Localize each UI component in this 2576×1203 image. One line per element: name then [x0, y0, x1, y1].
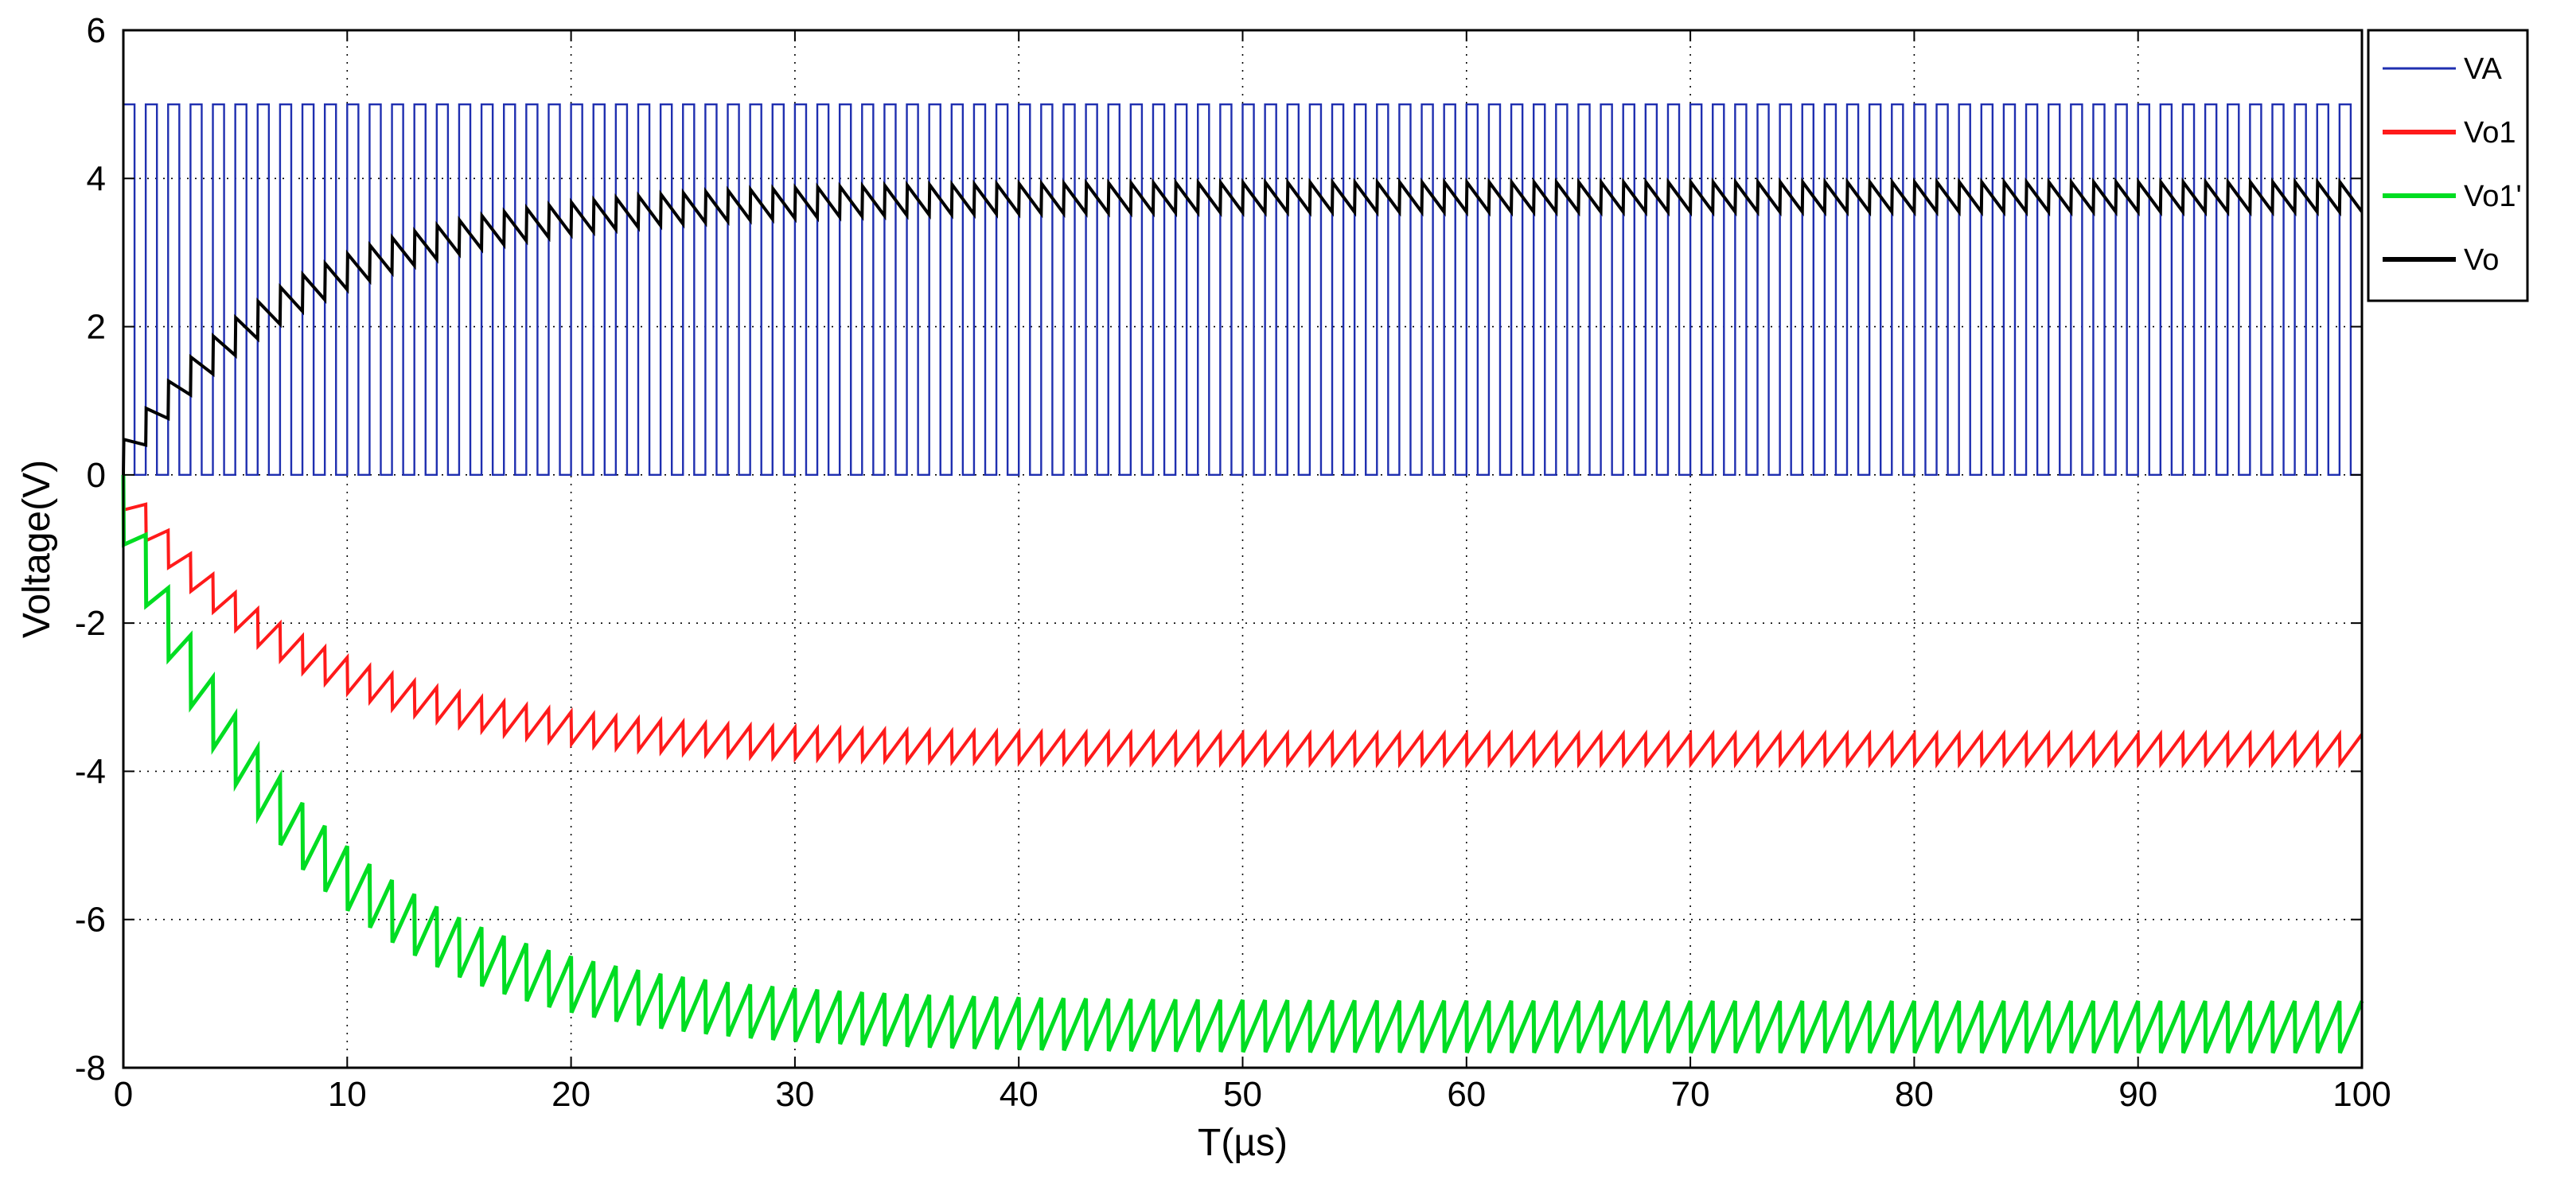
x-tick-label: 80 [1895, 1075, 1934, 1114]
y-tick-label: -6 [75, 901, 106, 940]
x-tick-label: 100 [2332, 1075, 2391, 1114]
y-tick-label: 2 [87, 308, 106, 347]
ticks: 0 10 20 30 40 50 60 70 80 90 100 -8 -6 -4 -2 0 2 4 6 [75, 11, 2391, 1114]
legend-label: Vo1' [2464, 180, 2522, 213]
x-axis-label: T(µs) [1198, 1122, 1288, 1164]
legend-label: VA [2464, 53, 2503, 86]
x-tick-label: 10 [328, 1075, 367, 1114]
legend: VA Vo1 Vo1' Vo [2367, 29, 2529, 302]
x-tick-label: 0 [114, 1075, 133, 1114]
x-tick-label: 70 [1671, 1075, 1710, 1114]
y-tick-label: 6 [87, 11, 106, 50]
legend-box [2367, 29, 2529, 302]
x-tick-label: 90 [2118, 1075, 2157, 1114]
series-line-vo1 [122, 474, 2364, 769]
series-line-va [122, 103, 2362, 477]
y-tick-label: -4 [75, 752, 106, 791]
y-tick-label: 0 [87, 456, 106, 495]
y-tick-label: -2 [75, 604, 106, 643]
x-tick-label: 20 [551, 1075, 590, 1114]
grid [123, 30, 2362, 1068]
y-axis-label: Voltage(V) [16, 460, 58, 638]
y-tick-label: 4 [87, 159, 106, 198]
legend-label: Vo1 [2464, 116, 2516, 150]
series-line-vo [122, 177, 2364, 475]
x-tick-label: 60 [1447, 1075, 1486, 1114]
legend-label: Vo [2464, 243, 2499, 277]
x-tick-label: 50 [1223, 1075, 1262, 1114]
x-tick-label: 40 [1000, 1075, 1039, 1114]
series-layer [121, 103, 2364, 1054]
x-tick-label: 30 [775, 1075, 814, 1114]
series-line-vo1 [121, 474, 2364, 1054]
y-tick-label: -8 [75, 1049, 106, 1088]
